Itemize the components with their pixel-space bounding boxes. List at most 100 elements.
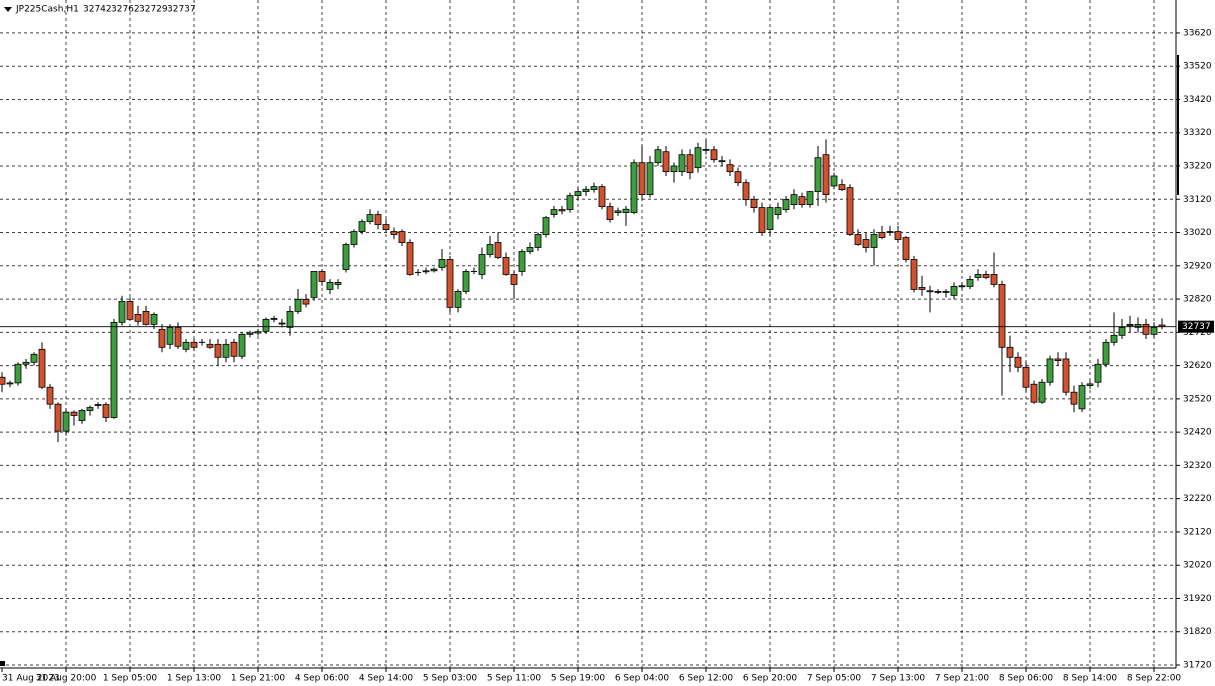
candle-body — [1094, 363, 1102, 383]
candle-body — [958, 285, 966, 288]
candle-body — [1022, 366, 1030, 388]
y-tick-label: 32120 — [1183, 527, 1212, 537]
candle-body — [966, 279, 974, 287]
candle-body — [118, 300, 126, 323]
x-tick-label: 1 Sep 13:00 — [167, 674, 222, 684]
x-tick-label: 5 Sep 11:00 — [487, 674, 542, 684]
candle-body — [478, 254, 486, 275]
candle-body — [158, 328, 166, 348]
candle-body — [230, 341, 238, 357]
ohlc-close: 32737 — [167, 5, 196, 15]
candle-body — [326, 282, 334, 290]
candle-body — [310, 271, 318, 298]
chart-title: JP225Cash,H1 — [15, 5, 79, 15]
candle-body — [750, 199, 758, 208]
candle-body — [246, 332, 254, 335]
y-tick-label: 32620 — [1183, 361, 1212, 371]
candle-body — [902, 237, 910, 260]
candle-body — [102, 404, 110, 418]
candle-body — [1118, 326, 1126, 336]
ohlc-high: 32762 — [111, 5, 140, 15]
last-price-label: 32737 — [1182, 322, 1211, 332]
candle-body — [374, 214, 382, 225]
candle-body — [358, 221, 366, 232]
symbol-arrow — [4, 7, 12, 12]
y-tick-label: 33120 — [1183, 195, 1212, 205]
candle-body — [46, 386, 54, 405]
candle-body — [214, 343, 222, 358]
y-tick-label: 31720 — [1183, 661, 1212, 671]
ohlc-open: 32742 — [83, 5, 112, 15]
candle-body — [1110, 334, 1118, 343]
x-tick-label: 8 Sep 22:00 — [1127, 674, 1182, 684]
y-tick-label: 32220 — [1183, 494, 1212, 504]
candle-body — [94, 404, 102, 406]
candle-body — [446, 259, 454, 308]
candle-body — [790, 194, 798, 205]
candle-body — [622, 208, 630, 213]
candle-body — [766, 207, 774, 230]
ohlc-low: 32729 — [139, 5, 168, 15]
candle-body — [598, 186, 606, 207]
candle-body — [1062, 358, 1070, 393]
y-tick-label: 31820 — [1183, 627, 1212, 637]
candle-body — [1046, 358, 1054, 383]
candle-body — [702, 148, 710, 151]
y-tick-label: 31920 — [1183, 594, 1212, 604]
candle-body — [974, 274, 982, 278]
candle-body — [342, 244, 350, 270]
candle-body — [654, 149, 662, 164]
x-tick-label: 6 Sep 04:00 — [615, 674, 670, 684]
candle-body — [990, 274, 998, 285]
candle-body — [222, 343, 230, 358]
last-price-box — [1178, 320, 1214, 333]
candle-body — [846, 187, 854, 235]
x-tick-label: 5 Sep 03:00 — [423, 674, 478, 684]
candle-body — [998, 284, 1006, 348]
y-tick-label: 33220 — [1183, 162, 1212, 172]
candle-body — [678, 154, 686, 173]
candle-body — [670, 165, 678, 173]
candle-body — [462, 271, 470, 292]
candle-body — [590, 186, 598, 191]
candle-body — [126, 300, 134, 320]
candle-body — [822, 154, 830, 196]
candle-body — [174, 326, 182, 347]
candle-body — [1086, 383, 1094, 386]
candle-body — [390, 231, 398, 235]
candle-body — [646, 162, 654, 196]
candle-body — [686, 154, 694, 174]
candle-body — [1030, 383, 1038, 403]
candle-body — [1006, 346, 1014, 358]
candle-body — [38, 348, 46, 388]
candle-body — [1126, 323, 1134, 327]
candle-body — [1014, 356, 1022, 368]
candle-body — [878, 232, 886, 238]
x-tick-label: 31 Aug 2023 — [2, 674, 60, 684]
candle-body — [550, 209, 558, 215]
candle-body — [662, 151, 670, 173]
candle-body — [494, 242, 502, 258]
candle-body — [942, 291, 950, 293]
x-tick-label: 8 Sep 06:00 — [999, 674, 1054, 684]
candle-body — [742, 182, 750, 201]
candle-body — [366, 214, 374, 222]
candle-body — [910, 259, 918, 290]
candle-body — [182, 341, 190, 350]
candle-body — [86, 407, 94, 411]
x-tick-label: 5 Sep 19:00 — [551, 674, 606, 684]
x-tick-label: 6 Sep 12:00 — [679, 674, 734, 684]
x-tick-label: 7 Sep 13:00 — [871, 674, 926, 684]
candle-body — [6, 382, 14, 385]
candle-body — [270, 317, 278, 320]
candle-body — [14, 363, 22, 384]
candle-body — [406, 242, 414, 275]
candle-body — [830, 175, 838, 187]
candle-body — [0, 376, 6, 385]
y-tick-label: 33420 — [1183, 95, 1212, 105]
y-tick-label: 33520 — [1183, 62, 1212, 72]
candle-body — [318, 271, 326, 282]
candle-body — [286, 310, 294, 328]
